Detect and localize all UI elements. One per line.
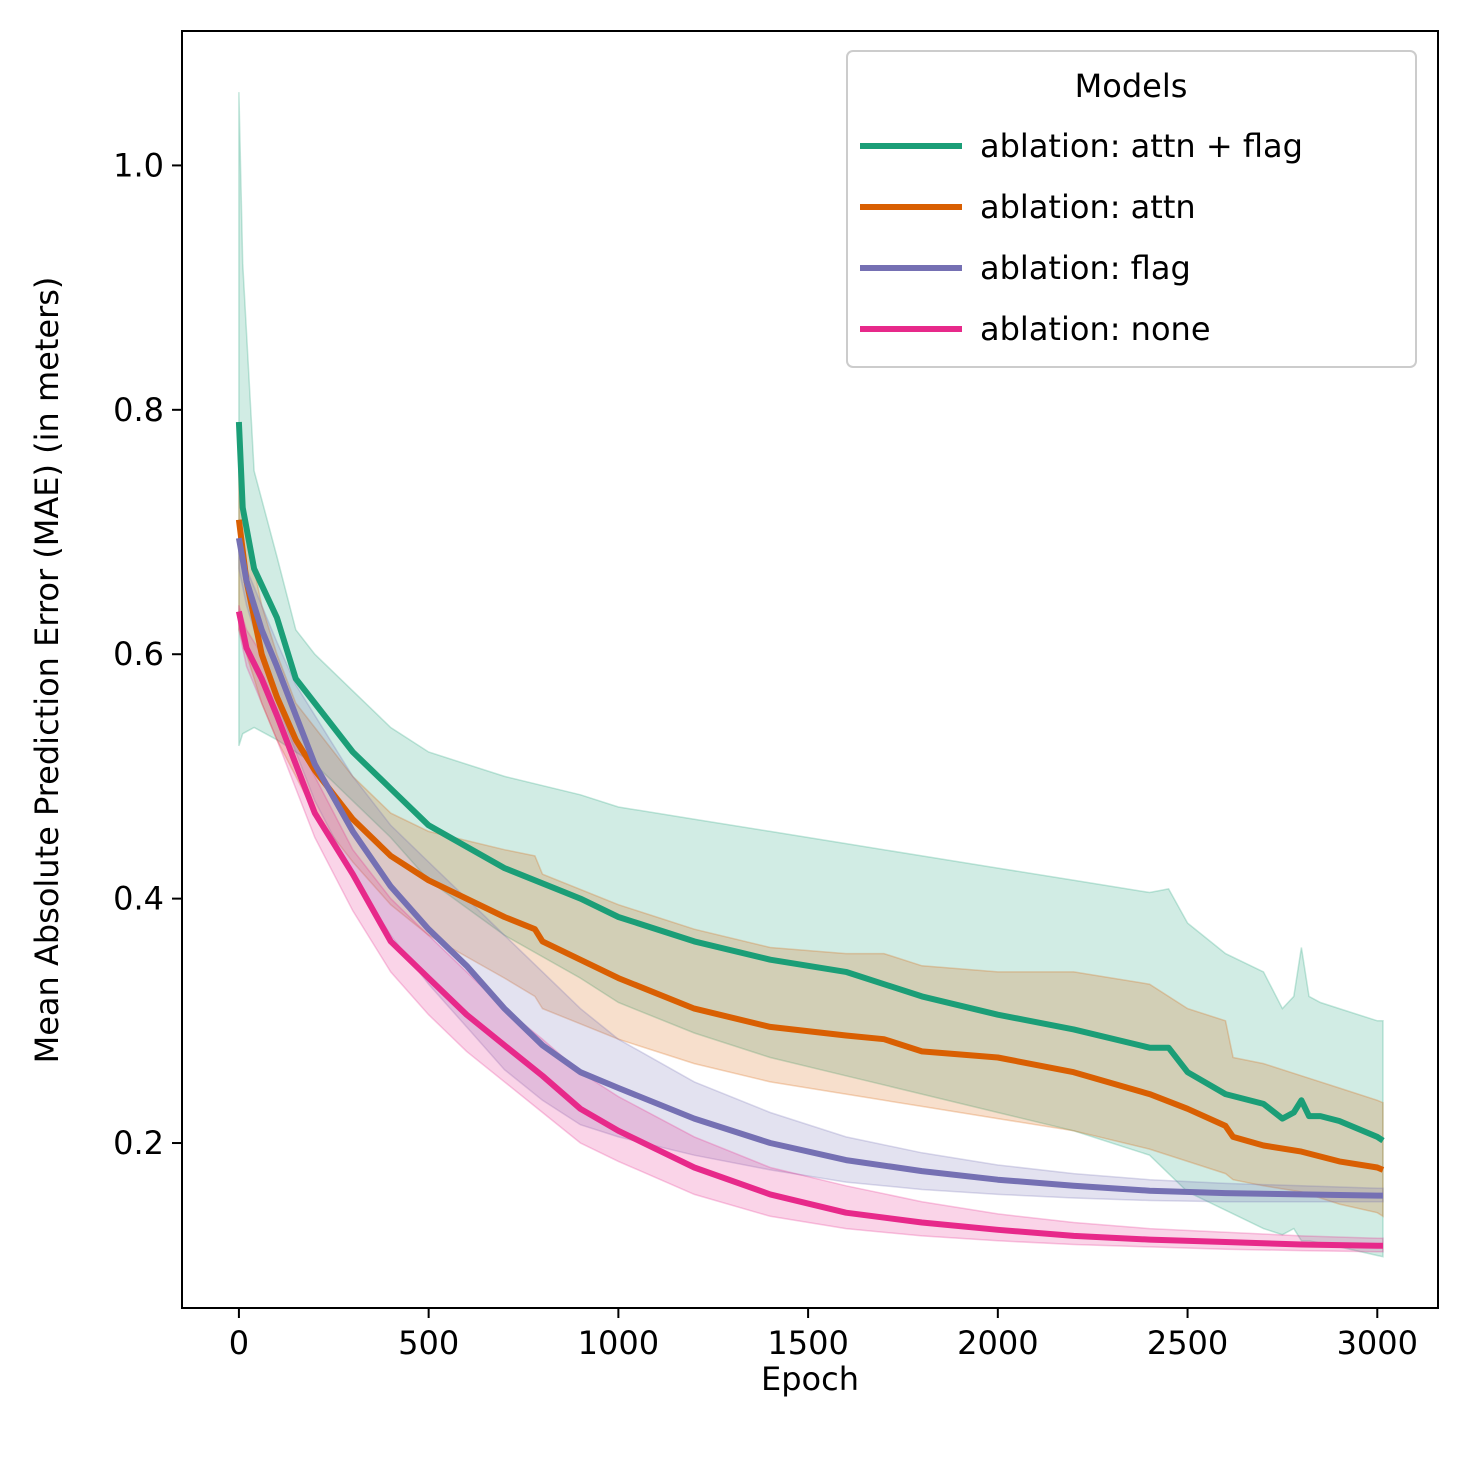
legend-label-ablation-attn-flag: ablation: attn + flag [980,127,1303,165]
x-axis: 0 500 1000 1500 2000 2500 3000 [229,1308,1418,1362]
y-tick-label: 0.2 [113,1124,164,1162]
y-axis: 0.2 0.4 0.6 0.8 1.0 [113,146,182,1162]
x-tick-label: 1500 [767,1324,848,1362]
y-tick-label: 0.4 [113,880,164,918]
y-axis-label: Mean Absolute Prediction Error (MAE) (in… [28,277,66,1064]
band-ablation-attn [238,470,1384,1218]
y-tick-label: 0.8 [113,391,164,429]
x-tick-label: 1000 [578,1324,659,1362]
line-ablation-attn-flag [235,421,1385,1144]
x-tick-label: 2500 [1147,1324,1228,1362]
x-tick-label: 2000 [957,1324,1038,1362]
band-ablation-attn-flag [238,92,1384,1258]
legend-label-ablation-none: ablation: none [980,310,1211,348]
line-ablation-flag [235,537,1383,1199]
legend-label-ablation-attn: ablation: attn [980,188,1196,226]
line-ablation-none [235,610,1383,1249]
legend-title: Models [1075,67,1188,105]
line-ablation-attn [235,519,1385,1173]
x-tick-label: 0 [229,1324,249,1362]
x-tick-label: 500 [398,1324,459,1362]
y-tick-label: 1.0 [113,146,164,184]
band-ablation-none [238,605,1384,1253]
x-tick-label: 3000 [1337,1324,1418,1362]
confidence-bands [238,92,1384,1258]
legend-items: ablation: attn + flag ablation: attn ablat… [860,127,1303,348]
y-tick-label: 0.6 [113,635,164,673]
x-axis-label: Epoch [761,1360,859,1398]
plot-frame [181,30,1439,1309]
legend-box [846,50,1417,368]
series-lines [235,421,1385,1249]
legend-label-ablation-flag: ablation: flag [980,249,1191,287]
